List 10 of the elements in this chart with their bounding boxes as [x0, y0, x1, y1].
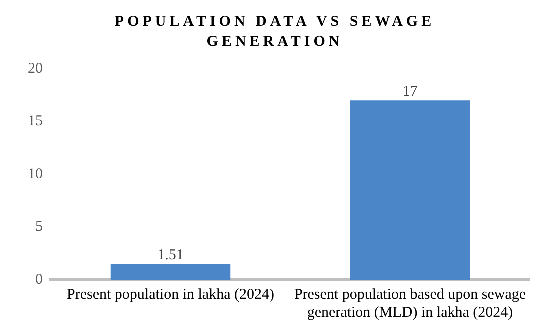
y-tick-label: 15	[28, 114, 43, 130]
x-tick-label: Present population based upon sewage generation (MLD) in lakha (2024)	[294, 286, 526, 321]
y-tick-label: 5	[36, 219, 43, 236]
chart-title: POPULATION DATA VS SEWAGE GENERATION	[114, 13, 436, 52]
y-tick-label: 20	[28, 60, 43, 77]
data-label: 1.51	[158, 248, 184, 264]
y-tick-label: 10	[28, 166, 43, 182]
y-tick-label: 0	[36, 272, 43, 288]
data-label: 17	[402, 84, 418, 100]
x-tick-label: Present population in lakha (2024)	[67, 286, 274, 303]
